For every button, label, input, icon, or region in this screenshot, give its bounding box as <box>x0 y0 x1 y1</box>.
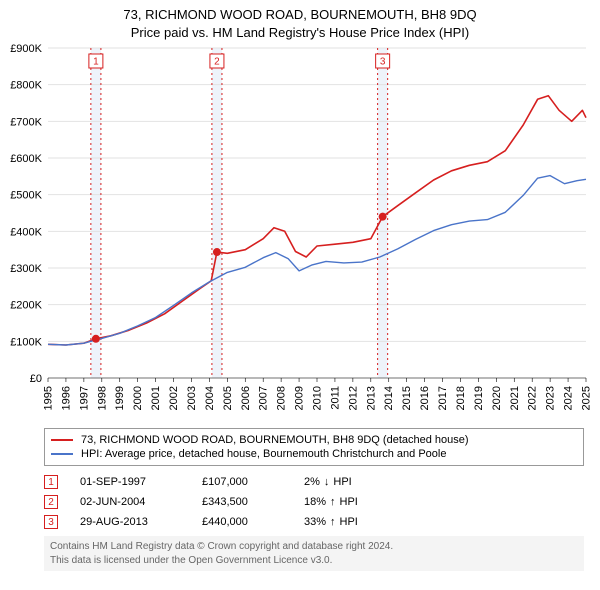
svg-text:3: 3 <box>380 57 386 68</box>
svg-text:£400K: £400K <box>10 227 42 239</box>
svg-text:£300K: £300K <box>10 263 42 275</box>
title-address: 73, RICHMOND WOOD ROAD, BOURNEMOUTH, BH8… <box>0 6 600 24</box>
sale-marker-num: 2 <box>48 497 54 508</box>
svg-text:2025: 2025 <box>581 386 593 410</box>
svg-text:2000: 2000 <box>132 386 144 410</box>
svg-text:£500K: £500K <box>10 190 42 202</box>
svg-text:1997: 1997 <box>78 386 90 410</box>
legend-swatch-hpi <box>51 453 73 455</box>
svg-text:2008: 2008 <box>276 386 288 410</box>
svg-text:2020: 2020 <box>491 386 503 410</box>
svg-text:£200K: £200K <box>10 300 42 312</box>
sale-diff-pct: 2% <box>304 476 320 488</box>
sale-diff: 18% ↑ HPI <box>304 496 358 508</box>
legend-label-hpi: HPI: Average price, detached house, Bour… <box>81 448 446 460</box>
svg-text:2013: 2013 <box>365 386 377 410</box>
sale-diff: 2% ↓ HPI <box>304 476 352 488</box>
sale-price: £440,000 <box>202 516 282 528</box>
svg-text:2015: 2015 <box>401 386 413 410</box>
sale-price: £343,500 <box>202 496 282 508</box>
sale-marker-icon: 1 <box>44 475 58 489</box>
svg-text:2009: 2009 <box>294 386 306 410</box>
title-subtitle: Price paid vs. HM Land Registry's House … <box>0 24 600 42</box>
sale-marker-icon: 3 <box>44 515 58 529</box>
sale-diff-suffix: HPI <box>340 516 358 528</box>
svg-text:£800K: £800K <box>10 80 42 92</box>
svg-text:2011: 2011 <box>329 386 341 410</box>
sale-row: 2 02-JUN-2004 £343,500 18% ↑ HPI <box>44 492 584 512</box>
svg-text:2: 2 <box>214 57 220 68</box>
arrow-up-icon: ↑ <box>330 496 336 508</box>
sales-table: 1 01-SEP-1997 £107,000 2% ↓ HPI 2 02-JUN… <box>44 472 584 532</box>
svg-text:£900K: £900K <box>10 43 42 55</box>
svg-text:£100K: £100K <box>10 337 42 349</box>
attribution: Contains HM Land Registry data © Crown c… <box>44 536 584 571</box>
svg-text:£0: £0 <box>30 373 42 385</box>
sale-diff: 33% ↑ HPI <box>304 516 358 528</box>
chart-area: £0 £100K £200K £300K £400K £500K £600K £700K £80… <box>0 42 600 422</box>
sale-marker-icon: 2 <box>44 495 58 509</box>
title-block: 73, RICHMOND WOOD ROAD, BOURNEMOUTH, BH8… <box>0 0 600 42</box>
attribution-line: This data is licensed under the Open Gov… <box>50 554 578 568</box>
sale-diff-pct: 18% <box>304 496 326 508</box>
svg-text:2005: 2005 <box>222 386 234 410</box>
legend-label-subject: 73, RICHMOND WOOD ROAD, BOURNEMOUTH, BH8… <box>81 434 469 446</box>
sale-date: 29-AUG-2013 <box>80 516 180 528</box>
sale-price: £107,000 <box>202 476 282 488</box>
svg-text:2007: 2007 <box>258 386 270 410</box>
svg-text:2001: 2001 <box>150 386 162 410</box>
svg-text:2014: 2014 <box>383 386 395 410</box>
svg-text:2003: 2003 <box>186 386 198 410</box>
legend-swatch-subject <box>51 439 73 441</box>
sale-date: 01-SEP-1997 <box>80 476 180 488</box>
svg-text:2010: 2010 <box>312 386 324 410</box>
svg-text:2018: 2018 <box>455 386 467 410</box>
sale-marker-num: 3 <box>48 517 54 528</box>
sale-marker-num: 1 <box>48 477 54 488</box>
svg-text:2019: 2019 <box>473 386 485 410</box>
svg-text:2004: 2004 <box>204 386 216 410</box>
sale-diff-pct: 33% <box>304 516 326 528</box>
svg-text:2022: 2022 <box>527 386 539 410</box>
legend-item-subject: 73, RICHMOND WOOD ROAD, BOURNEMOUTH, BH8… <box>51 433 577 447</box>
svg-text:2016: 2016 <box>419 386 431 410</box>
attribution-line: Contains HM Land Registry data © Crown c… <box>50 540 578 554</box>
sale-date: 02-JUN-2004 <box>80 496 180 508</box>
svg-text:1: 1 <box>93 57 99 68</box>
svg-text:1999: 1999 <box>114 386 126 410</box>
svg-text:1996: 1996 <box>60 386 72 410</box>
svg-text:2023: 2023 <box>545 386 557 410</box>
svg-text:2024: 2024 <box>563 386 575 410</box>
svg-text:£700K: £700K <box>10 117 42 129</box>
page-root: 73, RICHMOND WOOD ROAD, BOURNEMOUTH, BH8… <box>0 0 600 571</box>
svg-text:2012: 2012 <box>347 386 359 410</box>
svg-text:2017: 2017 <box>437 386 449 410</box>
arrow-up-icon: ↑ <box>330 516 336 528</box>
arrow-down-icon: ↓ <box>324 476 330 488</box>
sale-diff-suffix: HPI <box>333 476 351 488</box>
legend-item-hpi: HPI: Average price, detached house, Bour… <box>51 447 577 461</box>
chart-svg: £0 £100K £200K £300K £400K £500K £600K £700K £80… <box>0 42 600 422</box>
svg-text:2006: 2006 <box>240 386 252 410</box>
legend: 73, RICHMOND WOOD ROAD, BOURNEMOUTH, BH8… <box>44 428 584 466</box>
svg-text:£600K: £600K <box>10 153 42 165</box>
svg-text:2021: 2021 <box>509 386 521 410</box>
svg-text:1995: 1995 <box>43 386 55 410</box>
sale-row: 3 29-AUG-2013 £440,000 33% ↑ HPI <box>44 512 584 532</box>
svg-text:2002: 2002 <box>168 386 180 410</box>
sale-row: 1 01-SEP-1997 £107,000 2% ↓ HPI <box>44 472 584 492</box>
svg-text:1998: 1998 <box>96 386 108 410</box>
sale-diff-suffix: HPI <box>340 496 358 508</box>
